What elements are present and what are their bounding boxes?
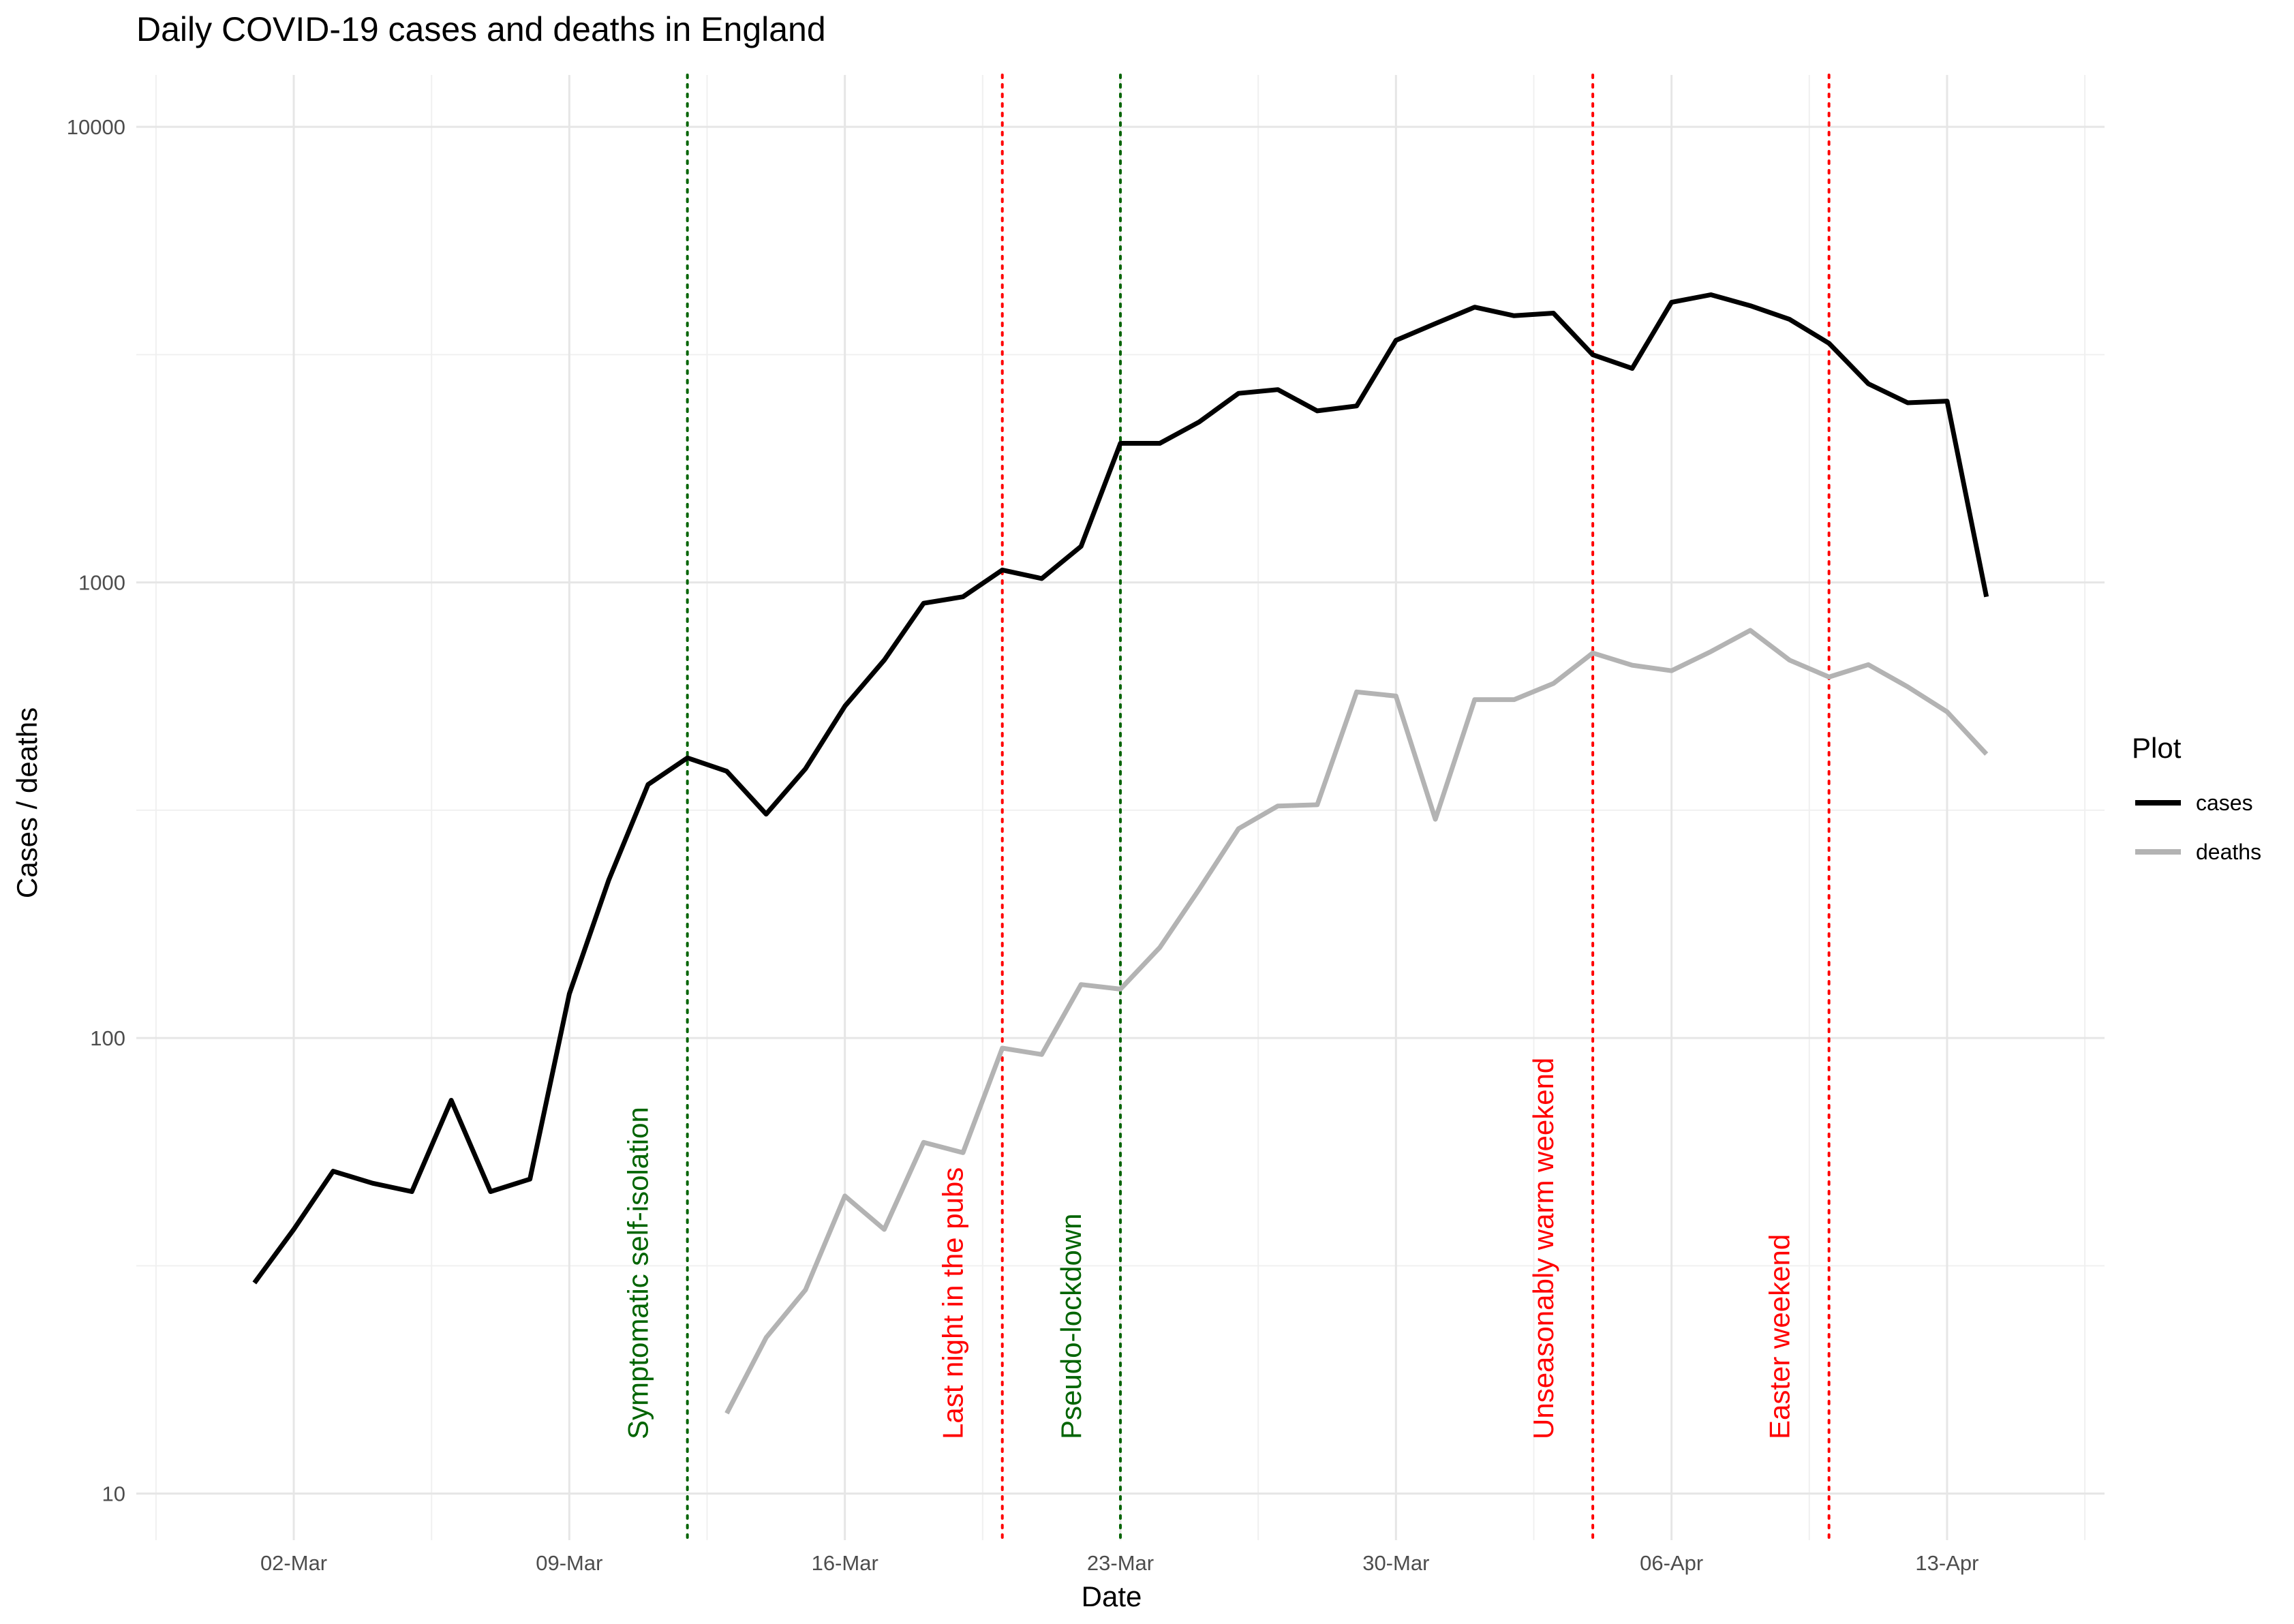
legend-title: Plot <box>2132 732 2182 764</box>
grid-lines <box>136 75 2105 1540</box>
event-annotations: Symptomatic self-isolation Last night in … <box>622 74 1831 1542</box>
x-tick-label: 06-Apr <box>1640 1551 1703 1575</box>
chart-title: Daily COVID-19 cases and deaths in Engla… <box>136 10 826 48</box>
x-tick-label: 02-Mar <box>260 1551 327 1575</box>
y-tick-label: 1000 <box>78 571 125 595</box>
annotation-label: Pseudo-lockdown <box>1055 1213 1087 1439</box>
legend-label-cases: cases <box>2196 791 2253 815</box>
annotation-label: Last night in the pubs <box>937 1167 969 1439</box>
legend: Plot cases deaths <box>2132 732 2261 864</box>
series-line-deaths <box>724 628 1989 1415</box>
y-tick-label: 10 <box>102 1482 125 1506</box>
x-tick-label: 23-Mar <box>1087 1551 1154 1575</box>
x-tick-label: 30-Mar <box>1362 1551 1429 1575</box>
annotation-label: Unseasonably warm weekend <box>1527 1058 1559 1439</box>
x-tick-label: 16-Mar <box>812 1551 878 1575</box>
annotation-label: Easter weekend <box>1764 1234 1796 1439</box>
x-tick-label: 13-Apr <box>1915 1551 1978 1575</box>
x-axis-title: Date <box>1082 1580 1142 1612</box>
series-line-cases <box>252 292 1989 1285</box>
x-axis-ticks: 02-Mar 09-Mar 16-Mar 23-Mar 30-Mar 06-Apr 13-A… <box>260 1551 1979 1575</box>
x-tick-label: 09-Mar <box>536 1551 602 1575</box>
legend-label-deaths: deaths <box>2196 840 2261 864</box>
y-tick-label: 10000 <box>67 115 125 139</box>
y-axis-ticks: 10 100 1000 10000 <box>67 115 125 1505</box>
y-axis-title: Cases / deaths <box>11 707 43 898</box>
y-tick-label: 100 <box>90 1026 125 1050</box>
data-series <box>252 292 1989 1415</box>
annotation-label: Symptomatic self-isolation <box>622 1107 654 1439</box>
